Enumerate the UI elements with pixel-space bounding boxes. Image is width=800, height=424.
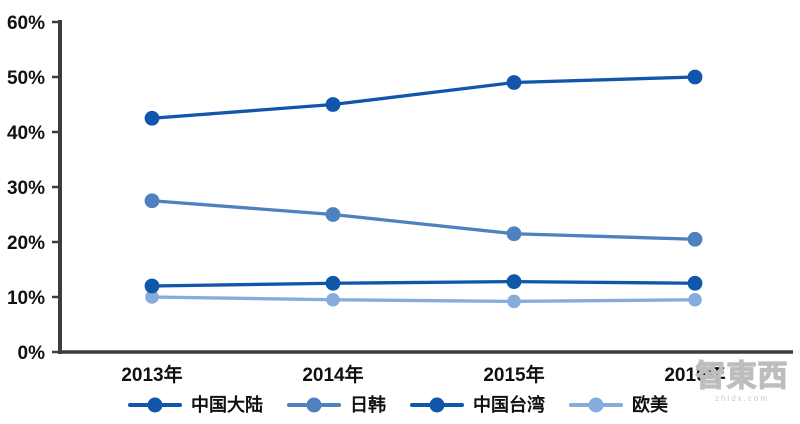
y-axis-tick-label: 10% (7, 288, 45, 309)
y-axis-tick-label: 50% (7, 68, 45, 89)
series-line-2 (150, 279, 697, 288)
series-line-1 (150, 199, 697, 241)
x-axis-category-label: 2014年 (302, 363, 363, 386)
legend-label: 中国台湾 (473, 395, 545, 415)
legend-label: 日韩 (350, 395, 386, 415)
series-point-2 (506, 274, 522, 289)
series-point-0 (325, 97, 341, 112)
legend-label: 欧美 (632, 395, 668, 415)
series-point-3 (688, 292, 702, 307)
legend-marker-icon (287, 397, 341, 413)
legend-label: 中国大陆 (191, 395, 263, 415)
y-axis-tick-label: 40% (7, 123, 45, 144)
chart-legend: 中国大陆 日韩 中国台湾 欧美 (128, 396, 668, 414)
legend-marker-icon (410, 397, 464, 413)
legend-dot-icon (429, 397, 445, 413)
legend-marker-icon (569, 397, 623, 413)
y-axis-tick-label: 30% (7, 178, 45, 199)
legend-item: 中国台湾 (410, 396, 545, 414)
series-point-0 (144, 110, 160, 126)
y-axis-tick-label: 20% (7, 233, 45, 254)
series-point-2 (325, 275, 341, 291)
series-point-2 (687, 275, 703, 291)
series-point-0 (506, 75, 522, 90)
series-point-1 (687, 231, 703, 247)
series-point-3 (145, 290, 159, 304)
legend-marker-icon (128, 397, 182, 413)
legend-dot-icon (306, 397, 322, 413)
legend-item: 日韩 (287, 396, 386, 414)
x-axis-category-label: 2015年 (483, 363, 544, 386)
series-point-2 (144, 278, 160, 294)
series-point-1 (325, 207, 341, 222)
series-line-3 (150, 295, 697, 304)
series-point-3 (326, 292, 340, 307)
legend-item: 中国大陆 (128, 396, 263, 414)
series-point-1 (506, 226, 522, 242)
series-point-3 (507, 294, 521, 309)
series-line-0 (150, 75, 697, 120)
legend-item: 欧美 (569, 396, 668, 414)
y-axis-tick-label: 0% (18, 343, 46, 364)
series-point-1 (144, 193, 160, 209)
legend-dot-icon (588, 397, 604, 413)
y-axis-tick-label: 60% (7, 13, 45, 34)
x-axis-category-label: 2013年 (121, 363, 182, 386)
x-axis-category-label: 2016年 (664, 363, 725, 386)
legend-dot-icon (147, 397, 163, 413)
series-point-0 (687, 69, 703, 85)
